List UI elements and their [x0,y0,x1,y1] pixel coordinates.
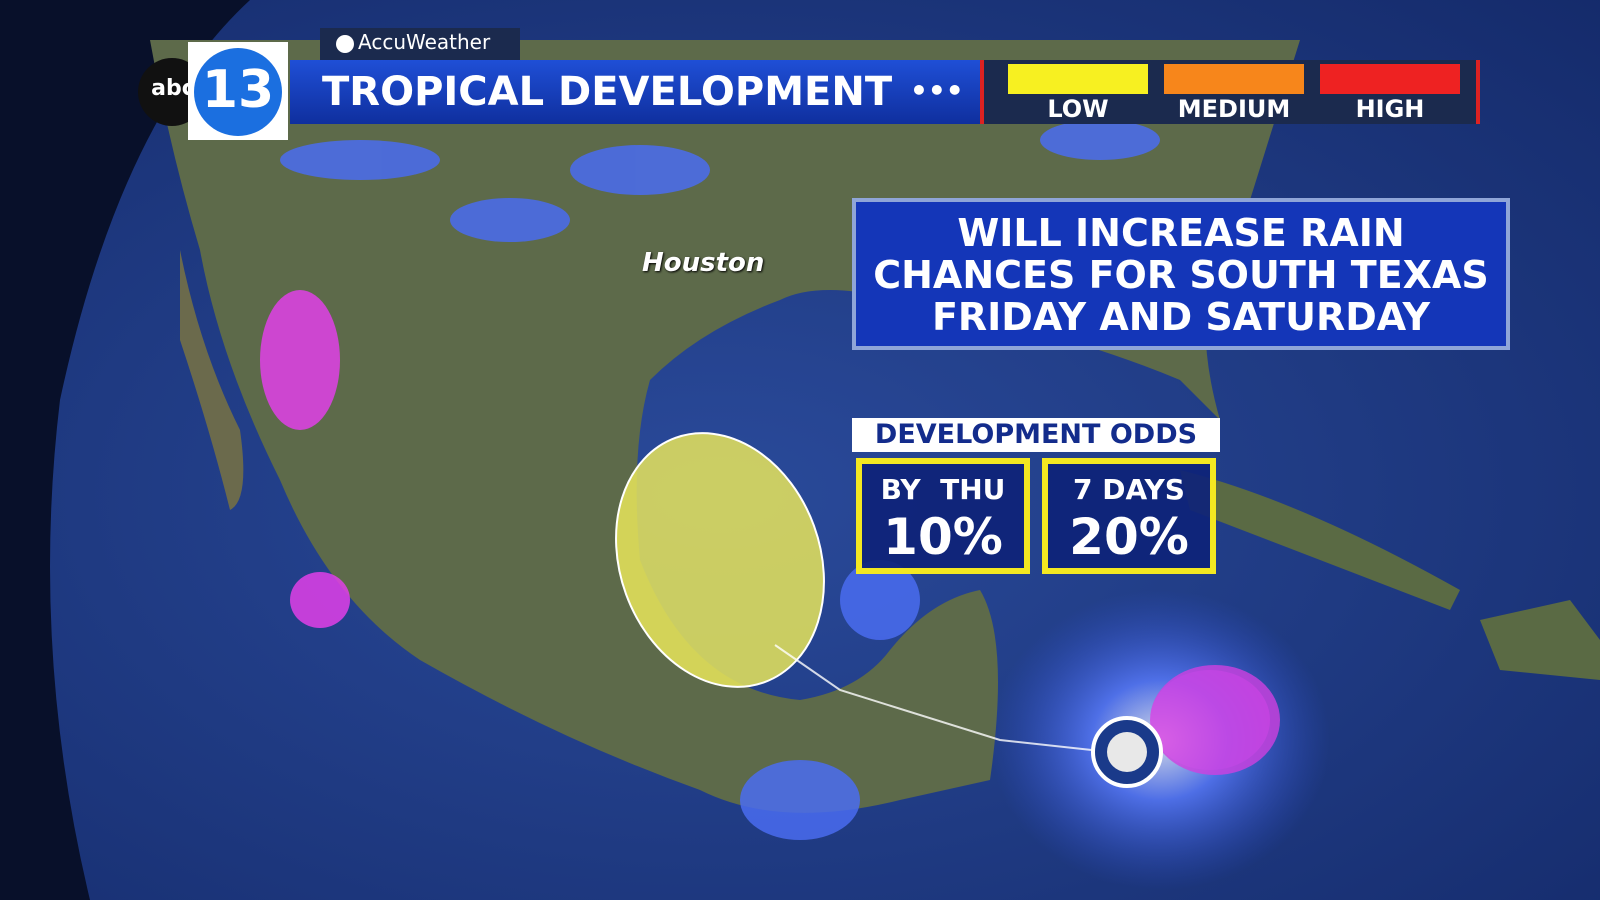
header-title: TROPICAL DEVELOPMENT [290,60,980,124]
message-line: WILL INCREASE RAIN [957,211,1405,255]
legend-label: HIGH [1355,95,1425,123]
dots: ••• [910,74,964,107]
legend-swatch [1008,64,1148,94]
odds-label: BY THU [880,473,1006,506]
legend-label: MEDIUM [1177,95,1291,123]
legend-swatch [1164,64,1304,94]
source: AccuWeather [358,30,491,54]
city-label: Houston [642,248,765,278]
message-line: CHANCES FOR SOUTH TEXAS [873,253,1489,297]
odds-box: BY THU 10% [856,458,1030,574]
legend: LOW MEDIUM HIGH [980,60,1480,124]
channel-logo: 13 [201,60,275,120]
message-line: FRIDAY AND SATURDAY [931,295,1431,339]
legend-swatch [1320,64,1460,94]
message-box: WILL INCREASE RAIN CHANCES FOR SOUTH TEX… [852,198,1510,350]
odds-value: 20% [1069,508,1189,566]
odds-value: 10% [883,508,1003,566]
legend-label: LOW [1047,95,1109,123]
odds-title: DEVELOPMENT ODDS [852,418,1220,452]
network-logo: abc [151,76,195,101]
odds-label: 7 DAYS [1073,473,1185,506]
odds-box: 7 DAYS 20% [1042,458,1216,574]
